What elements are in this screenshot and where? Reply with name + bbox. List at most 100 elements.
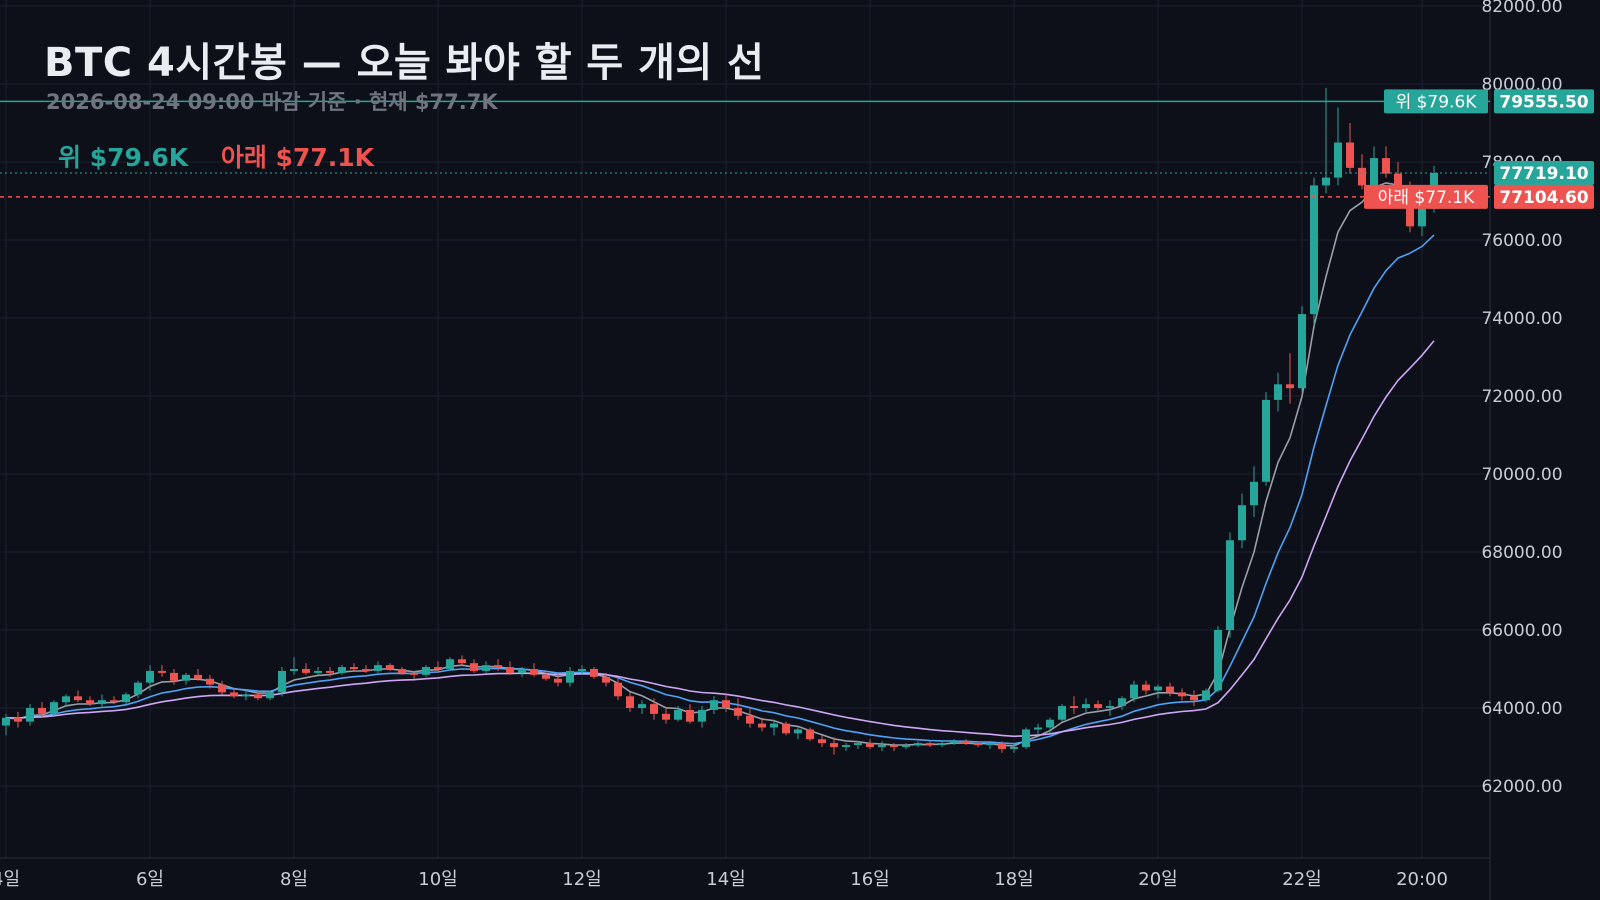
candle: [494, 659, 502, 671]
candle-body: [362, 669, 370, 671]
y-tick-label: 66000.00: [1481, 621, 1562, 641]
candle: [422, 665, 430, 677]
candle: [1346, 123, 1354, 174]
candle: [806, 727, 814, 742]
candle-body: [74, 696, 82, 701]
candle: [650, 698, 658, 720]
candle: [674, 706, 682, 722]
candle-body: [410, 672, 418, 675]
y-tick-label: 70000.00: [1481, 465, 1562, 485]
candle: [158, 665, 166, 677]
x-tick-label: 14일: [706, 869, 745, 890]
candle-body: [1298, 314, 1306, 389]
candle: [362, 665, 370, 673]
candle: [710, 696, 718, 714]
candle-body: [170, 672, 178, 681]
candle-body: [1034, 727, 1042, 730]
candle-body: [1310, 185, 1318, 315]
candle: [194, 669, 202, 681]
candle-body: [1334, 142, 1342, 178]
candle-body: [1274, 384, 1282, 400]
candle-body: [1226, 540, 1234, 630]
candle-body: [26, 708, 34, 722]
candle-body: [686, 709, 694, 722]
candle: [614, 678, 622, 701]
candle-body: [1322, 177, 1330, 186]
candle: [1142, 680, 1150, 695]
candle: [14, 711, 22, 728]
candle-body: [1358, 167, 1366, 186]
candle-body: [1106, 706, 1114, 708]
candle-body: [566, 670, 574, 683]
candle-body: [110, 700, 118, 703]
candle-body: [1346, 142, 1354, 168]
candle: [86, 696, 94, 707]
candle-body: [1070, 706, 1078, 708]
candle: [626, 692, 634, 712]
candle-body: [662, 713, 670, 720]
candle-body: [182, 674, 190, 681]
candle: [1082, 698, 1090, 712]
x-tick-label: 12일: [562, 869, 601, 890]
candle-body: [590, 669, 598, 677]
candle: [458, 655, 466, 666]
candle-body: [230, 692, 238, 697]
candle: [1178, 688, 1186, 701]
candle: [1094, 700, 1102, 710]
candle: [302, 663, 310, 675]
candle-body: [674, 709, 682, 720]
candle: [1058, 704, 1066, 722]
x-tick-label: 8일: [280, 869, 308, 890]
candle-body: [122, 694, 130, 703]
candle-body: [878, 745, 886, 747]
candle-body: [1286, 384, 1294, 389]
candle: [338, 665, 346, 675]
candle: [1310, 177, 1318, 326]
candle-body: [602, 676, 610, 683]
candle-body: [962, 741, 970, 744]
candle: [230, 688, 238, 699]
candle-body: [1214, 630, 1222, 691]
candle-body: [1130, 684, 1138, 699]
candle: [446, 657, 454, 671]
candle-body: [974, 743, 982, 746]
candle: [26, 704, 34, 726]
candle: [902, 743, 910, 749]
candle-body: [842, 745, 850, 747]
candle: [266, 690, 274, 701]
candle: [290, 657, 298, 675]
candle: [698, 706, 706, 728]
candle-body: [734, 708, 742, 716]
x-tick-label: 22일: [1282, 869, 1321, 890]
candle: [482, 661, 490, 673]
candles: [2, 87, 1438, 755]
candle-body: [1058, 706, 1066, 720]
candle: [794, 727, 802, 740]
candle: [50, 700, 58, 716]
candle: [530, 663, 538, 677]
candle: [326, 667, 334, 677]
candle-body: [542, 674, 550, 679]
candle-body: [1238, 505, 1246, 541]
candle-body: [1382, 158, 1390, 174]
candle-body: [530, 669, 538, 675]
candle: [38, 702, 46, 718]
candle: [470, 659, 478, 673]
candle: [1106, 700, 1114, 716]
candle-body: [1118, 698, 1126, 707]
candle: [278, 667, 286, 697]
candle: [374, 661, 382, 673]
candle-body: [1082, 704, 1090, 708]
y-tick-label: 82000.00: [1481, 0, 1562, 17]
candle: [1418, 204, 1426, 237]
candle: [998, 741, 1006, 753]
level-legend: 위 $79.6K 아래 $77.1K: [58, 138, 374, 174]
candle-body: [698, 709, 706, 722]
candle: [746, 708, 754, 728]
candle-body: [1190, 696, 1198, 701]
candle: [662, 708, 670, 724]
candle: [1370, 146, 1378, 190]
upper-level-price-badge-bg: [1494, 89, 1594, 114]
